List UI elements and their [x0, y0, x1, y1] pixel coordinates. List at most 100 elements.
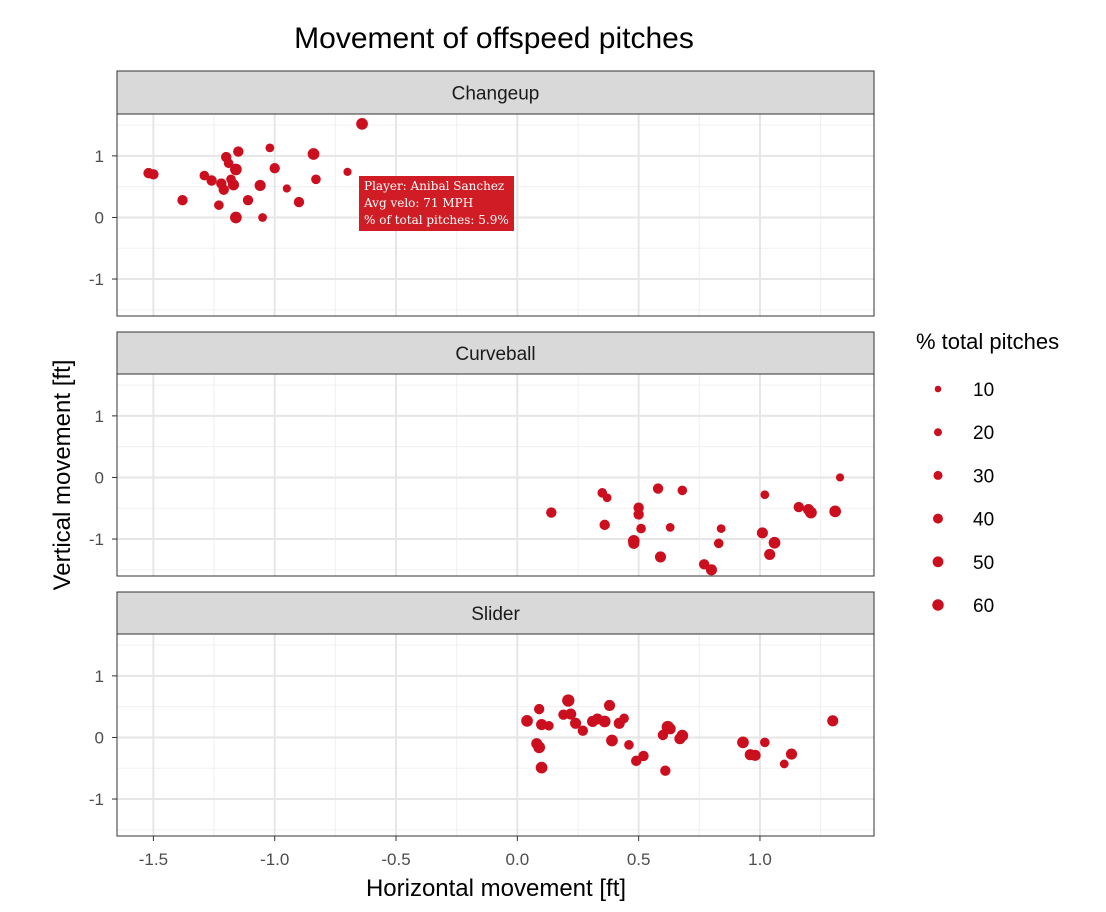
- data-point[interactable]: [227, 179, 240, 191]
- data-point[interactable]: [716, 524, 726, 533]
- legend-key: [934, 428, 942, 437]
- data-point[interactable]: [676, 729, 689, 742]
- data-point[interactable]: [562, 694, 575, 707]
- facet-strip-label: Changeup: [452, 84, 540, 105]
- data-point[interactable]: [535, 761, 548, 774]
- x-tick-label: -1.5: [139, 850, 168, 869]
- data-point[interactable]: [546, 507, 557, 518]
- data-point[interactable]: [269, 162, 280, 174]
- data-point[interactable]: [737, 736, 749, 749]
- data-point[interactable]: [602, 493, 612, 503]
- x-tick-label: 0.0: [506, 850, 530, 869]
- legend-entry: 60: [932, 596, 994, 617]
- legend-label: 40: [973, 510, 994, 531]
- data-point[interactable]: [177, 195, 188, 206]
- data-point[interactable]: [779, 759, 789, 769]
- legend-key: [933, 513, 943, 524]
- data-point[interactable]: [356, 117, 368, 130]
- legend-key: [934, 385, 942, 393]
- data-point[interactable]: [223, 158, 234, 169]
- gridlines: [117, 374, 874, 576]
- data-point[interactable]: [759, 737, 770, 748]
- data-point[interactable]: [599, 519, 610, 531]
- hover-tooltip: Player: Anibal Sanchez Avg velo: 71 MPH …: [359, 176, 514, 231]
- x-tick-label: -1.0: [260, 850, 289, 869]
- panel-border: [116, 113, 875, 317]
- panel-border: [116, 633, 875, 837]
- data-point[interactable]: [619, 713, 629, 724]
- data-point[interactable]: [652, 483, 664, 494]
- data-point[interactable]: [624, 740, 634, 750]
- data-point[interactable]: [705, 564, 717, 576]
- legend-key: [932, 556, 944, 568]
- data-point[interactable]: [829, 505, 842, 518]
- data-point[interactable]: [533, 741, 546, 754]
- facet-panels: Changeup -1 0 1 Curveball -1 0 1 Slider -1 0 1 -1.5 -…: [89, 70, 875, 869]
- data-point[interactable]: [214, 200, 224, 210]
- data-point[interactable]: [835, 473, 845, 482]
- data-point[interactable]: [343, 167, 352, 176]
- data-point[interactable]: [148, 169, 159, 180]
- data-point[interactable]: [713, 538, 724, 549]
- legend-entry: 20: [934, 423, 994, 444]
- facet-strip: [116, 331, 875, 375]
- data-point[interactable]: [230, 211, 242, 224]
- data-point[interactable]: [631, 755, 642, 767]
- facet-strip: [116, 70, 875, 115]
- data-points: [521, 694, 839, 776]
- data-point[interactable]: [805, 506, 817, 519]
- legend-label: 20: [973, 423, 994, 444]
- facet-strip-label: Curveball: [455, 344, 535, 365]
- data-point[interactable]: [565, 708, 577, 720]
- data-point[interactable]: [749, 749, 761, 761]
- data-point[interactable]: [764, 548, 776, 560]
- data-point[interactable]: [654, 551, 667, 563]
- data-point[interactable]: [756, 527, 768, 539]
- data-point[interactable]: [677, 485, 688, 496]
- data-point[interactable]: [311, 174, 321, 185]
- legend-entry: 40: [933, 510, 994, 531]
- data-point[interactable]: [218, 184, 229, 195]
- data-point[interactable]: [521, 714, 533, 727]
- data-point[interactable]: [258, 213, 267, 222]
- data-point[interactable]: [827, 715, 839, 727]
- data-point[interactable]: [636, 523, 646, 534]
- legend-label: 10: [973, 380, 994, 401]
- panel-background: [117, 374, 874, 576]
- y-tick-label: -1: [89, 530, 104, 549]
- data-point[interactable]: [233, 146, 244, 157]
- data-point[interactable]: [242, 195, 254, 206]
- data-point[interactable]: [577, 725, 589, 736]
- data-point[interactable]: [282, 184, 291, 193]
- data-point[interactable]: [230, 163, 242, 176]
- data-point[interactable]: [660, 765, 671, 776]
- data-point[interactable]: [603, 699, 616, 711]
- data-point[interactable]: [544, 720, 554, 731]
- data-point[interactable]: [199, 170, 210, 181]
- data-points: [143, 117, 368, 224]
- y-tick-label: 1: [95, 147, 104, 166]
- data-point[interactable]: [628, 537, 640, 549]
- data-point[interactable]: [785, 748, 798, 760]
- data-point[interactable]: [664, 723, 676, 735]
- data-point[interactable]: [307, 148, 320, 160]
- data-point[interactable]: [533, 703, 545, 715]
- data-point[interactable]: [638, 750, 649, 762]
- data-points: [546, 473, 845, 576]
- legend-key: [932, 599, 944, 611]
- data-point[interactable]: [570, 717, 582, 729]
- data-point[interactable]: [633, 509, 644, 520]
- data-point[interactable]: [254, 179, 266, 191]
- data-point[interactable]: [206, 175, 217, 186]
- data-point[interactable]: [760, 490, 770, 500]
- data-point[interactable]: [665, 522, 675, 532]
- data-point[interactable]: [598, 715, 611, 728]
- data-point[interactable]: [606, 734, 618, 747]
- data-point[interactable]: [768, 536, 781, 549]
- legend-key: [933, 470, 943, 480]
- data-point[interactable]: [793, 501, 804, 513]
- data-point[interactable]: [265, 143, 275, 153]
- legend-entry: 50: [932, 553, 994, 574]
- data-point[interactable]: [293, 196, 305, 208]
